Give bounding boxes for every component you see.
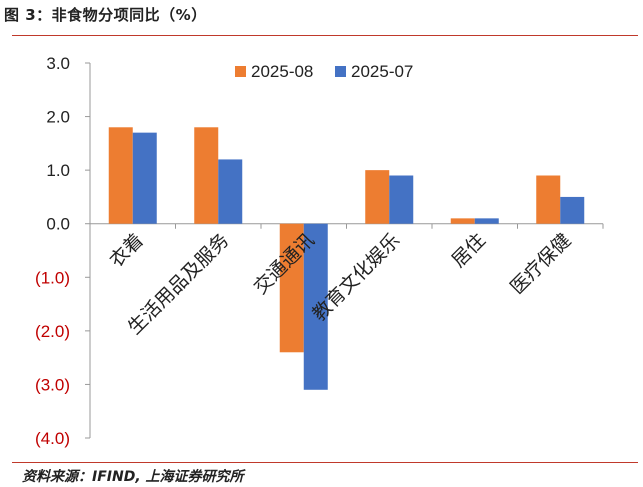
chart-title: 图 3：非食物分项同比（%） bbox=[4, 6, 207, 24]
chart-axes bbox=[85, 62, 604, 439]
bottom-divider bbox=[12, 462, 638, 463]
y-tick-label: 0.0 bbox=[46, 215, 70, 234]
legend-label: 2025-08 bbox=[251, 62, 313, 81]
bar-series1 bbox=[450, 218, 475, 224]
bar-series1 bbox=[365, 170, 390, 224]
y-tick-label: (2.0) bbox=[35, 322, 70, 341]
y-tick-label: (1.0) bbox=[35, 268, 70, 287]
y-tick-label: (4.0) bbox=[35, 429, 70, 448]
bar-series2 bbox=[560, 196, 585, 224]
legend-label: 2025-07 bbox=[351, 62, 413, 81]
bar-series1 bbox=[536, 175, 561, 224]
y-tick-label: 1.0 bbox=[46, 161, 70, 180]
bar-series2 bbox=[218, 159, 243, 224]
bar-series1 bbox=[279, 223, 304, 353]
bar-series2 bbox=[389, 175, 414, 224]
source-note: 资料来源：IFIND, 上海证券研究所 bbox=[22, 469, 244, 485]
bar-series2 bbox=[303, 223, 328, 390]
legend-swatch bbox=[335, 66, 346, 77]
category-label: 医疗保健 bbox=[506, 229, 575, 298]
legend-swatch bbox=[235, 66, 246, 77]
bar-series2 bbox=[132, 132, 157, 224]
chart-legend: 2025-08 2025-07 bbox=[235, 62, 413, 81]
top-divider bbox=[12, 35, 638, 36]
y-tick-label: 3.0 bbox=[46, 54, 70, 73]
bar-series1 bbox=[108, 127, 133, 224]
chart-bars bbox=[108, 127, 585, 390]
bar-series1 bbox=[194, 127, 219, 224]
y-tick-label: 2.0 bbox=[46, 108, 70, 127]
y-tick-label: (3.0) bbox=[35, 375, 70, 394]
category-label: 衣着 bbox=[105, 229, 147, 271]
bar-series2 bbox=[474, 218, 499, 224]
category-label: 居住 bbox=[447, 229, 489, 271]
